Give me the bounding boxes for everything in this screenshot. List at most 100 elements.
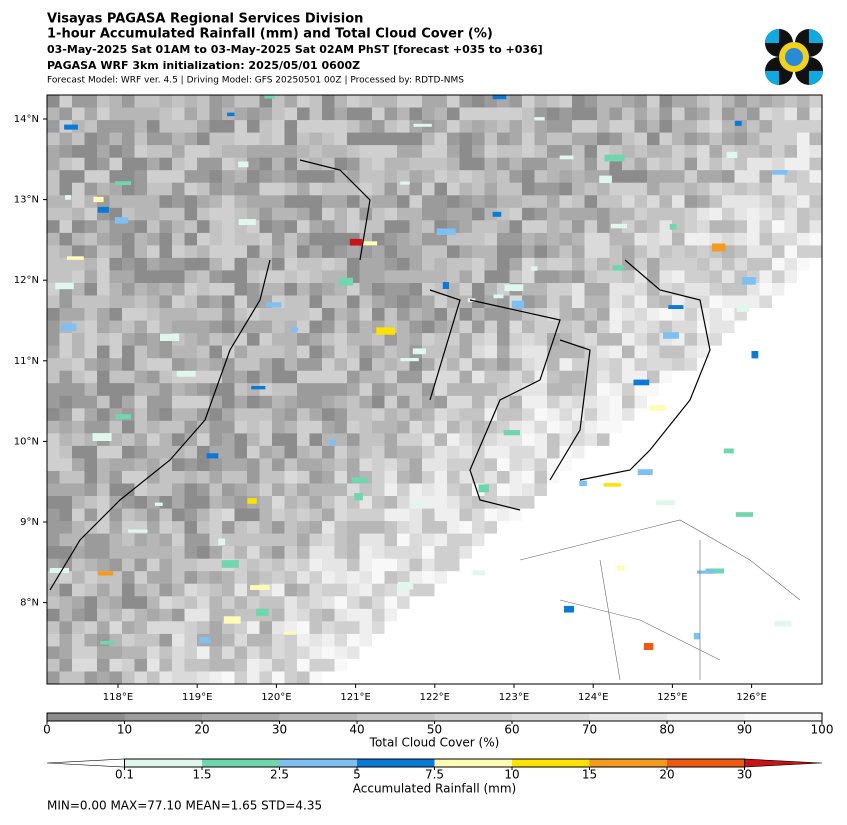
cloud-cell — [284, 283, 298, 297]
cloud-cell — [372, 308, 385, 322]
cloud-cell — [297, 633, 310, 647]
cloud-cell — [259, 658, 273, 672]
cloud-cell — [522, 232, 535, 246]
cloud-cell — [47, 207, 60, 221]
cloud-cell — [197, 471, 210, 485]
cloud-cell — [647, 521, 660, 535]
cloud-cell — [359, 608, 373, 622]
cloud-cell — [434, 308, 448, 322]
cloud-cell — [247, 408, 260, 422]
cloud-cell — [159, 521, 173, 535]
cloud-cell — [634, 320, 648, 334]
cloud-cell — [459, 445, 473, 459]
cloud-cell — [672, 646, 685, 660]
cloud-cell — [647, 358, 660, 372]
rain-cell — [649, 404, 666, 411]
cloud-cell — [209, 182, 223, 196]
cloud-cell — [247, 571, 260, 585]
cloud-cell — [397, 220, 410, 234]
cloud-cell — [209, 120, 223, 134]
cloud-cell — [259, 157, 273, 171]
cloud-cell — [247, 596, 260, 610]
cloud-cell — [159, 571, 173, 585]
cloud-cell — [559, 207, 573, 221]
cloud-cell — [247, 333, 260, 347]
cloud-cell — [409, 458, 423, 472]
cloud-cell — [297, 558, 310, 572]
rain-colorbar-swatch — [202, 759, 280, 767]
cloud-cell — [559, 358, 573, 372]
cloud-cell — [809, 333, 823, 347]
cloud-cell — [797, 157, 810, 171]
cloud-cell — [597, 308, 610, 322]
cloud-cell — [59, 358, 73, 372]
cloud-cell — [122, 471, 135, 485]
cloud-cell — [109, 471, 123, 485]
cloud-cell — [759, 345, 773, 359]
cloud-cell — [372, 521, 385, 535]
cloud-cell — [272, 95, 285, 109]
cloud-cell — [309, 496, 323, 510]
cloud-cell — [347, 283, 360, 297]
cloud-cell — [272, 633, 285, 647]
cloud-cell — [459, 483, 473, 497]
cloud-cell — [472, 120, 485, 134]
cloud-cell — [47, 621, 60, 635]
cloud-cell — [634, 358, 648, 372]
cloud-cell — [47, 257, 60, 271]
cloud-cell — [109, 608, 123, 622]
cloud-cell — [622, 558, 635, 572]
cloud-cell — [734, 420, 748, 434]
cloud-cell — [497, 433, 510, 447]
cloud-cell — [147, 621, 160, 635]
cloud-cell — [97, 671, 110, 685]
cloud-cell — [647, 132, 660, 146]
cloud-cell — [684, 145, 698, 159]
cloud-cell — [247, 120, 260, 134]
cloud-cell — [684, 546, 698, 560]
cloud-cell — [534, 195, 548, 209]
cloud-cell — [84, 333, 98, 347]
cloud-cell — [772, 496, 785, 510]
cloud-cell — [147, 232, 160, 246]
cloud-cell — [259, 458, 273, 472]
cloud-cell — [647, 621, 660, 635]
cloud-cell — [259, 496, 273, 510]
cloud-cell — [297, 621, 310, 635]
cloud-cell — [397, 358, 410, 372]
cloud-cell — [59, 257, 73, 271]
cloud-cell — [72, 608, 85, 622]
cloud-cell — [422, 633, 435, 647]
rain-cell — [612, 265, 624, 271]
cloud-cell — [734, 395, 748, 409]
cloud-cell — [347, 658, 360, 672]
cloud-cell — [484, 658, 498, 672]
cloud-cell — [772, 571, 785, 585]
cloud-cell — [797, 508, 810, 522]
cloud-cell — [397, 621, 410, 635]
cloud-cell — [459, 107, 473, 121]
cloud-cell — [784, 345, 798, 359]
cloud-cell — [672, 195, 685, 209]
cloud-cell — [434, 383, 448, 397]
cloud-cell — [584, 207, 598, 221]
cloud-cell — [434, 621, 448, 635]
cloud-cell — [47, 308, 60, 322]
cloud-cell — [322, 95, 335, 109]
cloud-cell — [772, 633, 785, 647]
cloud-cell — [247, 383, 260, 397]
cloud-cell — [622, 157, 635, 171]
cloud-cell — [709, 257, 723, 271]
cloud-cell — [447, 458, 460, 472]
cloud-cell — [97, 345, 110, 359]
cloud-cell — [459, 195, 473, 209]
cloud-cell — [559, 658, 573, 672]
cloud-cell — [747, 195, 760, 209]
cloud-cell — [59, 145, 73, 159]
cloud-cell — [259, 195, 273, 209]
cloud-cell — [309, 571, 323, 585]
cloud-cell — [759, 383, 773, 397]
cloud-cell — [584, 508, 598, 522]
cloud-cell — [647, 245, 660, 259]
cloud-cell — [809, 358, 823, 372]
